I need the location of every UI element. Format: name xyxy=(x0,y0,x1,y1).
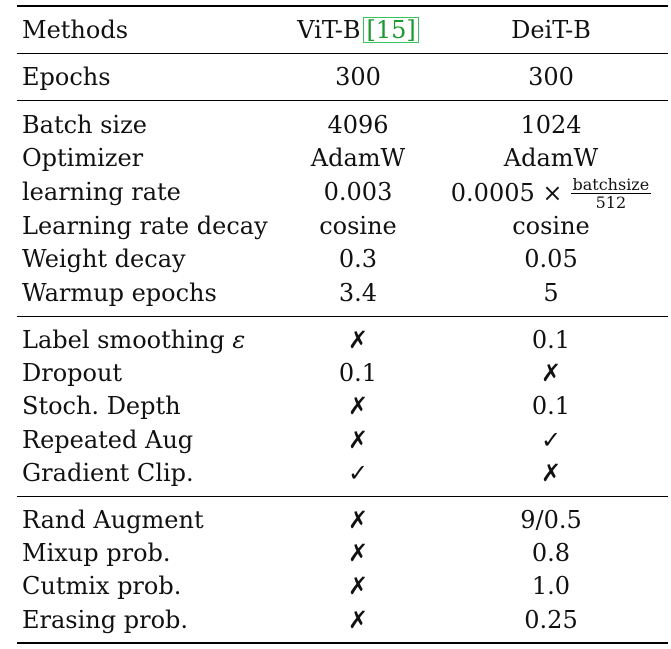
section-rule-1 xyxy=(17,100,668,101)
row-label: Mixup prob. xyxy=(22,539,171,567)
table-row-lr-decay: Learning rate decay cosine cosine xyxy=(0,210,671,243)
row-label: Cutmix prob. xyxy=(22,572,182,600)
deit-value: 300 xyxy=(528,63,574,91)
table-row-label-smoothing: Label smoothing ε ✗ 0.1 xyxy=(0,324,671,357)
header-row: Methods ViT-B [15] DeiT-B xyxy=(0,14,671,47)
deit-value: 0.1 xyxy=(531,392,571,420)
table-row-erasing: Erasing prob. ✗ 0.25 xyxy=(0,604,671,637)
row-label: Epochs xyxy=(22,63,111,91)
row-label: Batch size xyxy=(22,111,147,139)
cross-icon: ✗ xyxy=(540,359,562,387)
row-label: Learning rate decay xyxy=(22,212,268,240)
vit-value: 4096 xyxy=(327,111,389,139)
row-label: Label smoothing ε xyxy=(22,324,290,357)
bottom-rule xyxy=(17,642,668,644)
cross-icon: ✗ xyxy=(347,326,369,354)
row-label: Optimizer xyxy=(22,144,144,172)
vit-value: 0.003 xyxy=(323,178,393,206)
cross-icon: ✗ xyxy=(540,459,562,487)
lr-fraction: batchsize 512 xyxy=(570,175,652,212)
row-label: Rand Augment xyxy=(22,506,204,534)
header-methods: Methods xyxy=(22,16,129,44)
table-row-repeated-aug: Repeated Aug ✗ ✓ xyxy=(0,424,671,457)
table-row-dropout: Dropout 0.1 ✗ xyxy=(0,357,671,390)
cross-icon: ✗ xyxy=(347,392,369,420)
deit-value: cosine xyxy=(512,212,590,240)
header-deit: DeiT-B xyxy=(511,16,591,44)
row-label: Weight decay xyxy=(22,245,186,273)
row-label: learning rate xyxy=(22,178,181,206)
deit-value: 0.25 xyxy=(524,606,578,634)
table-row-rand-augment: Rand Augment ✗ 9/0.5 xyxy=(0,504,671,537)
learning-rate-formula: 0.0005 × batchsize 512 xyxy=(450,175,652,212)
top-rule xyxy=(17,5,668,7)
table-row-mixup: Mixup prob. ✗ 0.8 xyxy=(0,537,671,570)
deit-value: 1024 xyxy=(520,111,582,139)
row-label: Erasing prob. xyxy=(22,606,189,634)
vit-value: 3.4 xyxy=(338,279,378,307)
row-label: Repeated Aug xyxy=(22,426,194,454)
citation-link[interactable]: [15] xyxy=(363,17,419,43)
row-label: Warmup epochs xyxy=(22,279,217,307)
row-label: Dropout xyxy=(22,359,123,387)
deit-value: AdamW xyxy=(503,144,599,172)
table-row-weight-decay: Weight decay 0.3 0.05 xyxy=(0,243,671,276)
deit-value: 0.8 xyxy=(531,539,571,567)
lr-prefix: 0.0005 × xyxy=(450,179,563,207)
table-row-cutmix: Cutmix prob. ✗ 1.0 xyxy=(0,570,671,603)
table-row-gradient-clip: Gradient Clip. ✓ ✗ xyxy=(0,457,671,490)
check-icon: ✓ xyxy=(347,459,369,487)
cross-icon: ✗ xyxy=(347,572,369,600)
cross-icon: ✗ xyxy=(347,506,369,534)
check-icon: ✓ xyxy=(540,426,562,454)
section-rule-2 xyxy=(17,316,668,317)
row-label-text: Label smoothing xyxy=(22,326,225,354)
table-row-epochs: Epochs 300 300 xyxy=(0,61,671,94)
row-label: Stoch. Depth xyxy=(22,392,181,420)
header-rule xyxy=(17,53,668,54)
table-row-learning-rate: learning rate 0.003 0.0005 × batchsize 5… xyxy=(0,175,671,212)
row-label: Gradient Clip. xyxy=(22,459,194,487)
deit-value: 5 xyxy=(543,279,559,307)
section-rule-3 xyxy=(17,496,668,497)
table-row-batch-size: Batch size 4096 1024 xyxy=(0,109,671,142)
deit-value: 0.1 xyxy=(531,326,571,354)
deit-value: 0.05 xyxy=(524,245,578,273)
table-row-warmup: Warmup epochs 3.4 5 xyxy=(0,277,671,310)
table-row-stoch-depth: Stoch. Depth ✗ 0.1 xyxy=(0,390,671,423)
vit-value: 0.1 xyxy=(338,359,378,387)
vit-value: cosine xyxy=(319,212,397,240)
deit-value: 0.0005 × batchsize 512 xyxy=(437,175,665,212)
epsilon-symbol: ε xyxy=(232,326,246,354)
vit-value: AdamW xyxy=(310,144,406,172)
vit-value: 300 xyxy=(335,63,381,91)
lr-denominator: 512 xyxy=(595,193,627,212)
deit-value: 9/0.5 xyxy=(520,506,582,534)
header-vit: ViT-B [15] xyxy=(288,14,428,47)
cross-icon: ✗ xyxy=(347,606,369,634)
table-row-optimizer: Optimizer AdamW AdamW xyxy=(0,142,671,175)
lr-numerator: batchsize xyxy=(570,175,652,194)
vit-value: 0.3 xyxy=(338,245,378,273)
deit-value: 1.0 xyxy=(531,572,571,600)
cross-icon: ✗ xyxy=(347,426,369,454)
cross-icon: ✗ xyxy=(347,539,369,567)
header-vit-label: ViT-B xyxy=(297,16,361,44)
